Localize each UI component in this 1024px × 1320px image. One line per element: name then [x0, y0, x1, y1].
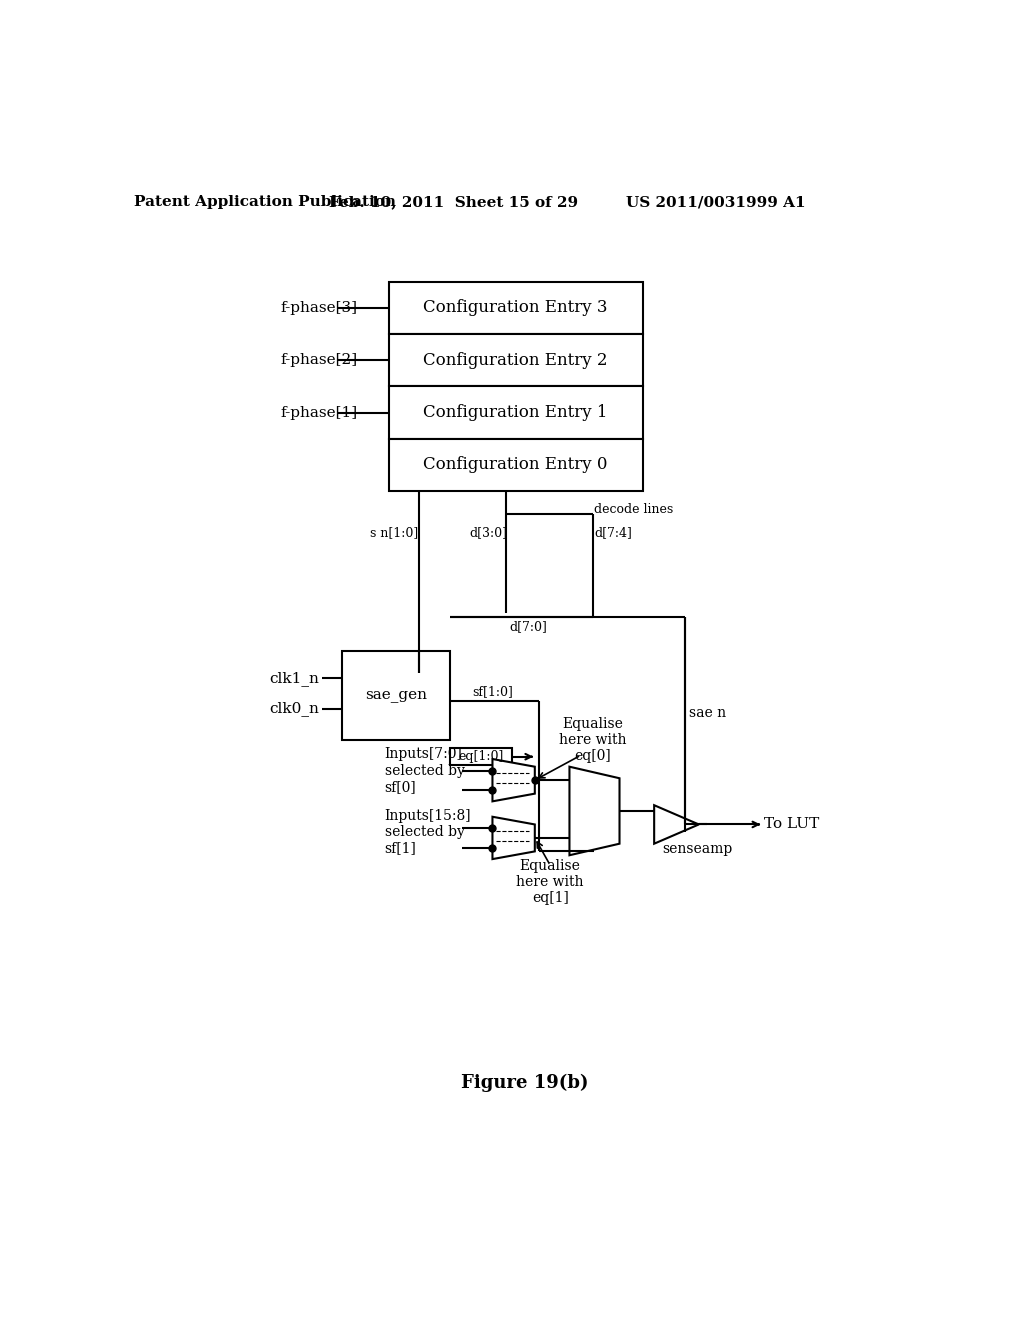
Text: Configuration Entry 1: Configuration Entry 1 [423, 404, 608, 421]
Text: Inputs[15:8]
selected by
sf[1]: Inputs[15:8] selected by sf[1] [385, 809, 471, 855]
Bar [342, 651, 451, 739]
Text: Patent Application Publication: Patent Application Publication [134, 195, 396, 210]
Polygon shape [493, 817, 535, 859]
Text: d[7:0]: d[7:0] [509, 620, 547, 634]
Polygon shape [493, 759, 535, 801]
Text: eq[1:0]: eq[1:0] [458, 750, 504, 763]
Text: clk1_n: clk1_n [269, 671, 319, 685]
Text: Configuration Entry 2: Configuration Entry 2 [423, 351, 608, 368]
Text: senseamp: senseamp [662, 842, 732, 857]
Text: f-phase[3]: f-phase[3] [281, 301, 357, 314]
Text: Feb. 10, 2011  Sheet 15 of 29: Feb. 10, 2011 Sheet 15 of 29 [330, 195, 579, 210]
Text: Equalise
here with
eq[1]: Equalise here with eq[1] [516, 859, 584, 906]
Text: To LUT: To LUT [764, 817, 819, 832]
Text: Configuration Entry 0: Configuration Entry 0 [423, 457, 608, 474]
Text: sf[1:0]: sf[1:0] [472, 685, 513, 698]
Text: decode lines: decode lines [594, 503, 674, 516]
Bar [451, 748, 512, 766]
Text: sae_gen: sae_gen [366, 689, 427, 702]
Bar [388, 334, 643, 387]
Text: f-phase[2]: f-phase[2] [281, 354, 357, 367]
Bar [388, 281, 643, 334]
Text: Equalise
here with
eq[0]: Equalise here with eq[0] [559, 717, 627, 763]
Text: d[3:0]: d[3:0] [469, 527, 507, 540]
Text: US 2011/0031999 A1: US 2011/0031999 A1 [626, 195, 806, 210]
Bar [388, 438, 643, 491]
Text: f-phase[1]: f-phase[1] [281, 405, 357, 420]
Text: sae n: sae n [689, 706, 726, 719]
Text: Figure 19(b): Figure 19(b) [461, 1073, 589, 1092]
Text: d[7:4]: d[7:4] [595, 527, 633, 540]
Bar [388, 387, 643, 438]
Polygon shape [654, 805, 698, 843]
Text: Configuration Entry 3: Configuration Entry 3 [423, 300, 608, 317]
Text: s n[1:0]: s n[1:0] [370, 527, 418, 540]
Polygon shape [569, 767, 620, 855]
Text: clk0_n: clk0_n [269, 701, 319, 717]
Text: Inputs[7:0]
selected by
sf[0]: Inputs[7:0] selected by sf[0] [385, 747, 465, 793]
